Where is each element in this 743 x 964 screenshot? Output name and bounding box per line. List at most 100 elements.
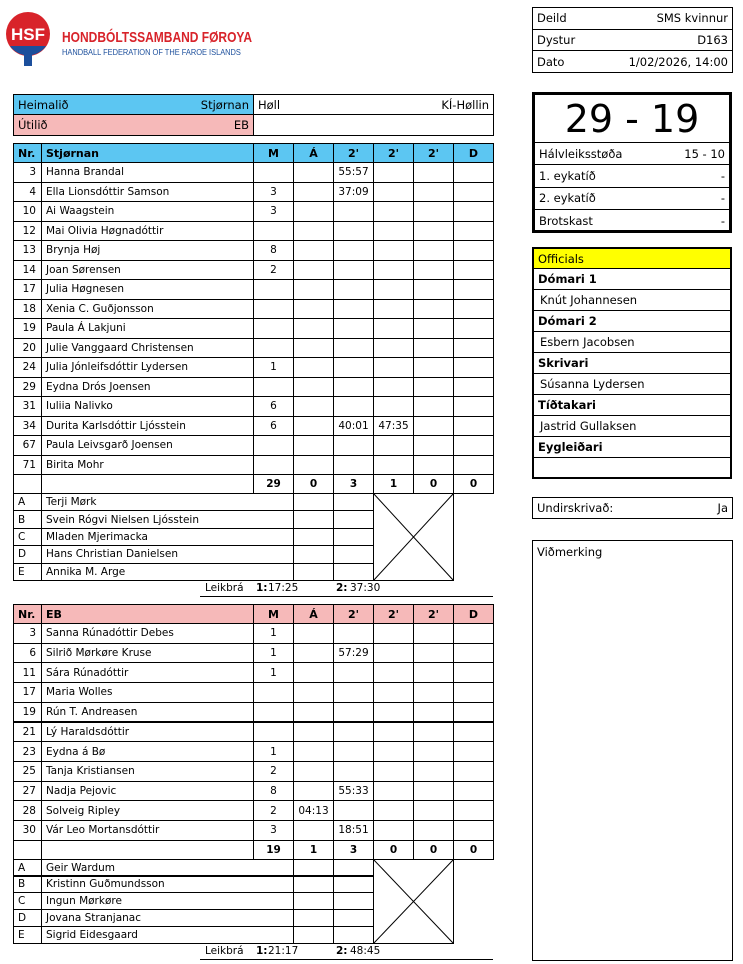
player-stat: [453, 454, 494, 475]
column-header: 2': [333, 604, 374, 624]
official-role: Skrivari: [534, 353, 730, 374]
official-role: Dómari 2: [534, 311, 730, 332]
player-stat: [413, 376, 454, 397]
player-stat: [333, 682, 374, 703]
player-stat: [413, 820, 454, 841]
player-number: 30: [13, 820, 42, 841]
officials-box: [532, 247, 732, 479]
player-stat: [293, 279, 334, 300]
player-name: Joan Sørensen: [41, 259, 254, 280]
player-stat: [333, 240, 374, 261]
player-stat: [453, 642, 494, 664]
staff-letter: B: [13, 875, 42, 894]
column-header: 2': [333, 143, 374, 163]
player-stat: [373, 201, 414, 222]
player-stat: [413, 298, 454, 319]
home-team-value: Stjørnan: [200, 97, 249, 112]
official-name: Jastrid Gullaksen: [534, 416, 730, 437]
player-number: 17: [13, 279, 42, 300]
staff-letter: D: [13, 545, 42, 564]
player-stat: [413, 642, 454, 664]
player-stat: [293, 721, 334, 743]
staff-blank: [293, 925, 334, 944]
player-number: 67: [13, 435, 42, 456]
staff-name: Annika M. Arge: [41, 562, 294, 581]
player-stat: [253, 298, 294, 319]
staff-blank: [333, 510, 374, 529]
away-team-value: EB: [233, 118, 249, 132]
score-row-label: Hálvleiksstøða: [539, 146, 623, 161]
player-number: 4: [13, 181, 42, 202]
staff-blank: [333, 909, 374, 927]
player-stat: [453, 435, 494, 456]
match-info-row: Deild SMS kvinnur: [532, 7, 733, 30]
staff-blank: [333, 892, 374, 911]
player-stat: [413, 760, 454, 782]
player-stat: [453, 701, 494, 723]
staff-blank: [333, 925, 374, 944]
player-stat: [333, 279, 374, 300]
player-name: Eydna Drós Joensen: [41, 376, 254, 397]
player-stat: [293, 682, 334, 703]
player-stat: [253, 376, 294, 397]
player-stat: [373, 279, 414, 300]
player-number: 19: [13, 701, 42, 723]
timeout-second: 37:30: [350, 582, 381, 594]
player-stat: [373, 318, 414, 339]
player-stat: [293, 642, 334, 664]
timeout-underline: [200, 596, 493, 597]
total: 29: [253, 474, 294, 494]
player-number: 29: [13, 376, 42, 397]
staff-blank: [333, 527, 374, 547]
player-stat: 3: [253, 820, 294, 841]
away-blank: [253, 114, 494, 136]
player-stat: [333, 201, 374, 222]
player-stat: [413, 396, 454, 417]
score-box: [532, 92, 732, 233]
player-name: Julie Vanggaard Christensen: [41, 337, 254, 358]
player-name: Ella Lionsdóttir Samson: [41, 181, 254, 202]
match-info-row-label: Dystur: [537, 33, 576, 48]
home-team-label: Heimalið: [18, 97, 69, 112]
staff-blank: [293, 493, 334, 512]
player-stat: [373, 162, 414, 183]
player-stat: [373, 701, 414, 723]
totals-blank: [13, 474, 42, 494]
player-name: Sanna Rúnadóttir Debes: [41, 623, 254, 644]
player-stat: [373, 741, 414, 762]
org-subtitle: HANDBALL FEDERATION OF THE FAROE ISLANDS: [62, 47, 241, 57]
player-stat: [453, 721, 494, 743]
player-name: Maria Wolles: [41, 682, 254, 703]
staff-name: Terji Mørk: [41, 493, 294, 512]
logo-text: HSF: [11, 25, 45, 44]
staff-blank: [293, 909, 334, 927]
match-info-row-value: D163: [697, 33, 728, 48]
player-number: 13: [13, 240, 42, 261]
player-number: 19: [13, 318, 42, 339]
player-name: Paula Leivsgarð Joensen: [41, 435, 254, 456]
column-header: 2': [413, 604, 454, 624]
player-name: Sára Rúnadóttir: [41, 662, 254, 684]
staff-name: Kristinn Guðmundsson: [41, 875, 294, 894]
player-stat: [333, 376, 374, 397]
player-stat: [413, 181, 454, 202]
player-stat: [293, 220, 334, 241]
player-stat: 37:09: [333, 181, 374, 202]
player-stat: [373, 435, 414, 456]
player-name: Julia Jónleifsdóttir Lydersen: [41, 357, 254, 378]
column-header: M: [253, 604, 294, 624]
player-stat: 55:33: [333, 780, 374, 802]
player-stat: [373, 623, 414, 644]
official-name: Súsanna Lydersen: [534, 374, 730, 395]
player-stat: [333, 298, 374, 319]
signed-label: Undirskrivað:: [537, 501, 614, 515]
player-stat: [373, 662, 414, 684]
player-stat: [373, 357, 414, 378]
total: 1: [373, 474, 414, 494]
staff-letter: E: [13, 562, 42, 581]
venue: Høll KÍ-Høllin: [253, 94, 494, 115]
player-name: Tanja Kristiansen: [41, 760, 254, 782]
column-header: 2': [373, 143, 414, 163]
player-stat: [453, 662, 494, 684]
player-name: Paula Á Lakjuni: [41, 318, 254, 339]
